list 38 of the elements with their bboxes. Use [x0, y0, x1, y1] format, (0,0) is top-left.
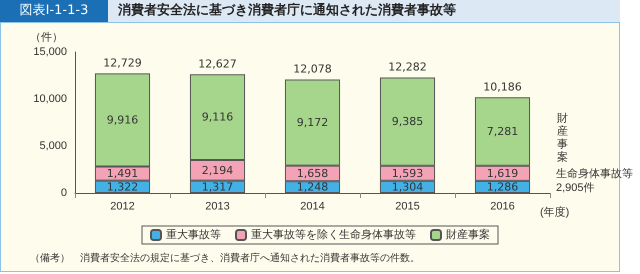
- data-label: 9,116: [202, 110, 234, 124]
- legend-label: 重大事故等: [166, 228, 221, 241]
- data-label: 1,593: [392, 166, 424, 180]
- data-label: 1,658: [296, 166, 328, 180]
- y-tick-label: 0: [60, 187, 67, 199]
- x-tick-label: 2013: [205, 200, 230, 212]
- total-label: 12,729: [103, 56, 142, 70]
- data-label: 1,322: [106, 180, 138, 194]
- total-label: 10,186: [483, 80, 522, 94]
- text: 図表Ⅰ-1-1-3: [0, 0, 108, 22]
- data-label: 7,281: [486, 124, 518, 138]
- data-label: 2,194: [202, 164, 234, 177]
- text: 財産事案: [557, 112, 568, 164]
- data-label: 9,385: [392, 115, 424, 128]
- y-tick-label: 10,000: [33, 93, 67, 105]
- data-label: 1,304: [392, 180, 424, 194]
- x-tick-label: 2015: [395, 200, 420, 212]
- data-label: 1,286: [486, 180, 518, 194]
- x-tick-label: 2014: [300, 200, 325, 212]
- x-tick-label: 2012: [110, 200, 135, 212]
- data-label: 1,491: [106, 167, 138, 180]
- legend-label: 重大事故等を除く生命身体事故等: [251, 228, 416, 241]
- total-label: 12,282: [388, 60, 427, 74]
- data-label: 1,317: [202, 180, 234, 194]
- total-label: 12,078: [293, 62, 332, 76]
- chart-title: 消費者安全法に基づき消費者庁に通知された消費者事故等: [118, 2, 456, 20]
- data-label: 1,619: [486, 166, 518, 180]
- total-label: 12,627: [198, 57, 237, 70]
- text: （備考） 消費者安全法の規定に基づき、消費者庁へ通知された消費者事故等の件数。: [30, 252, 420, 265]
- data-label: 9,916: [106, 113, 138, 126]
- data-label: 9,172: [296, 116, 328, 130]
- y-tick-label: 15,000: [33, 46, 67, 58]
- y-axis-title: （件）: [30, 32, 63, 44]
- data-label: 1,248: [296, 180, 328, 194]
- x-tick-label: 2016: [490, 200, 515, 212]
- y-tick-label: 5,000: [39, 140, 67, 152]
- x-axis-title: (年度): [540, 206, 570, 218]
- legend-label: 財産事案: [446, 228, 490, 241]
